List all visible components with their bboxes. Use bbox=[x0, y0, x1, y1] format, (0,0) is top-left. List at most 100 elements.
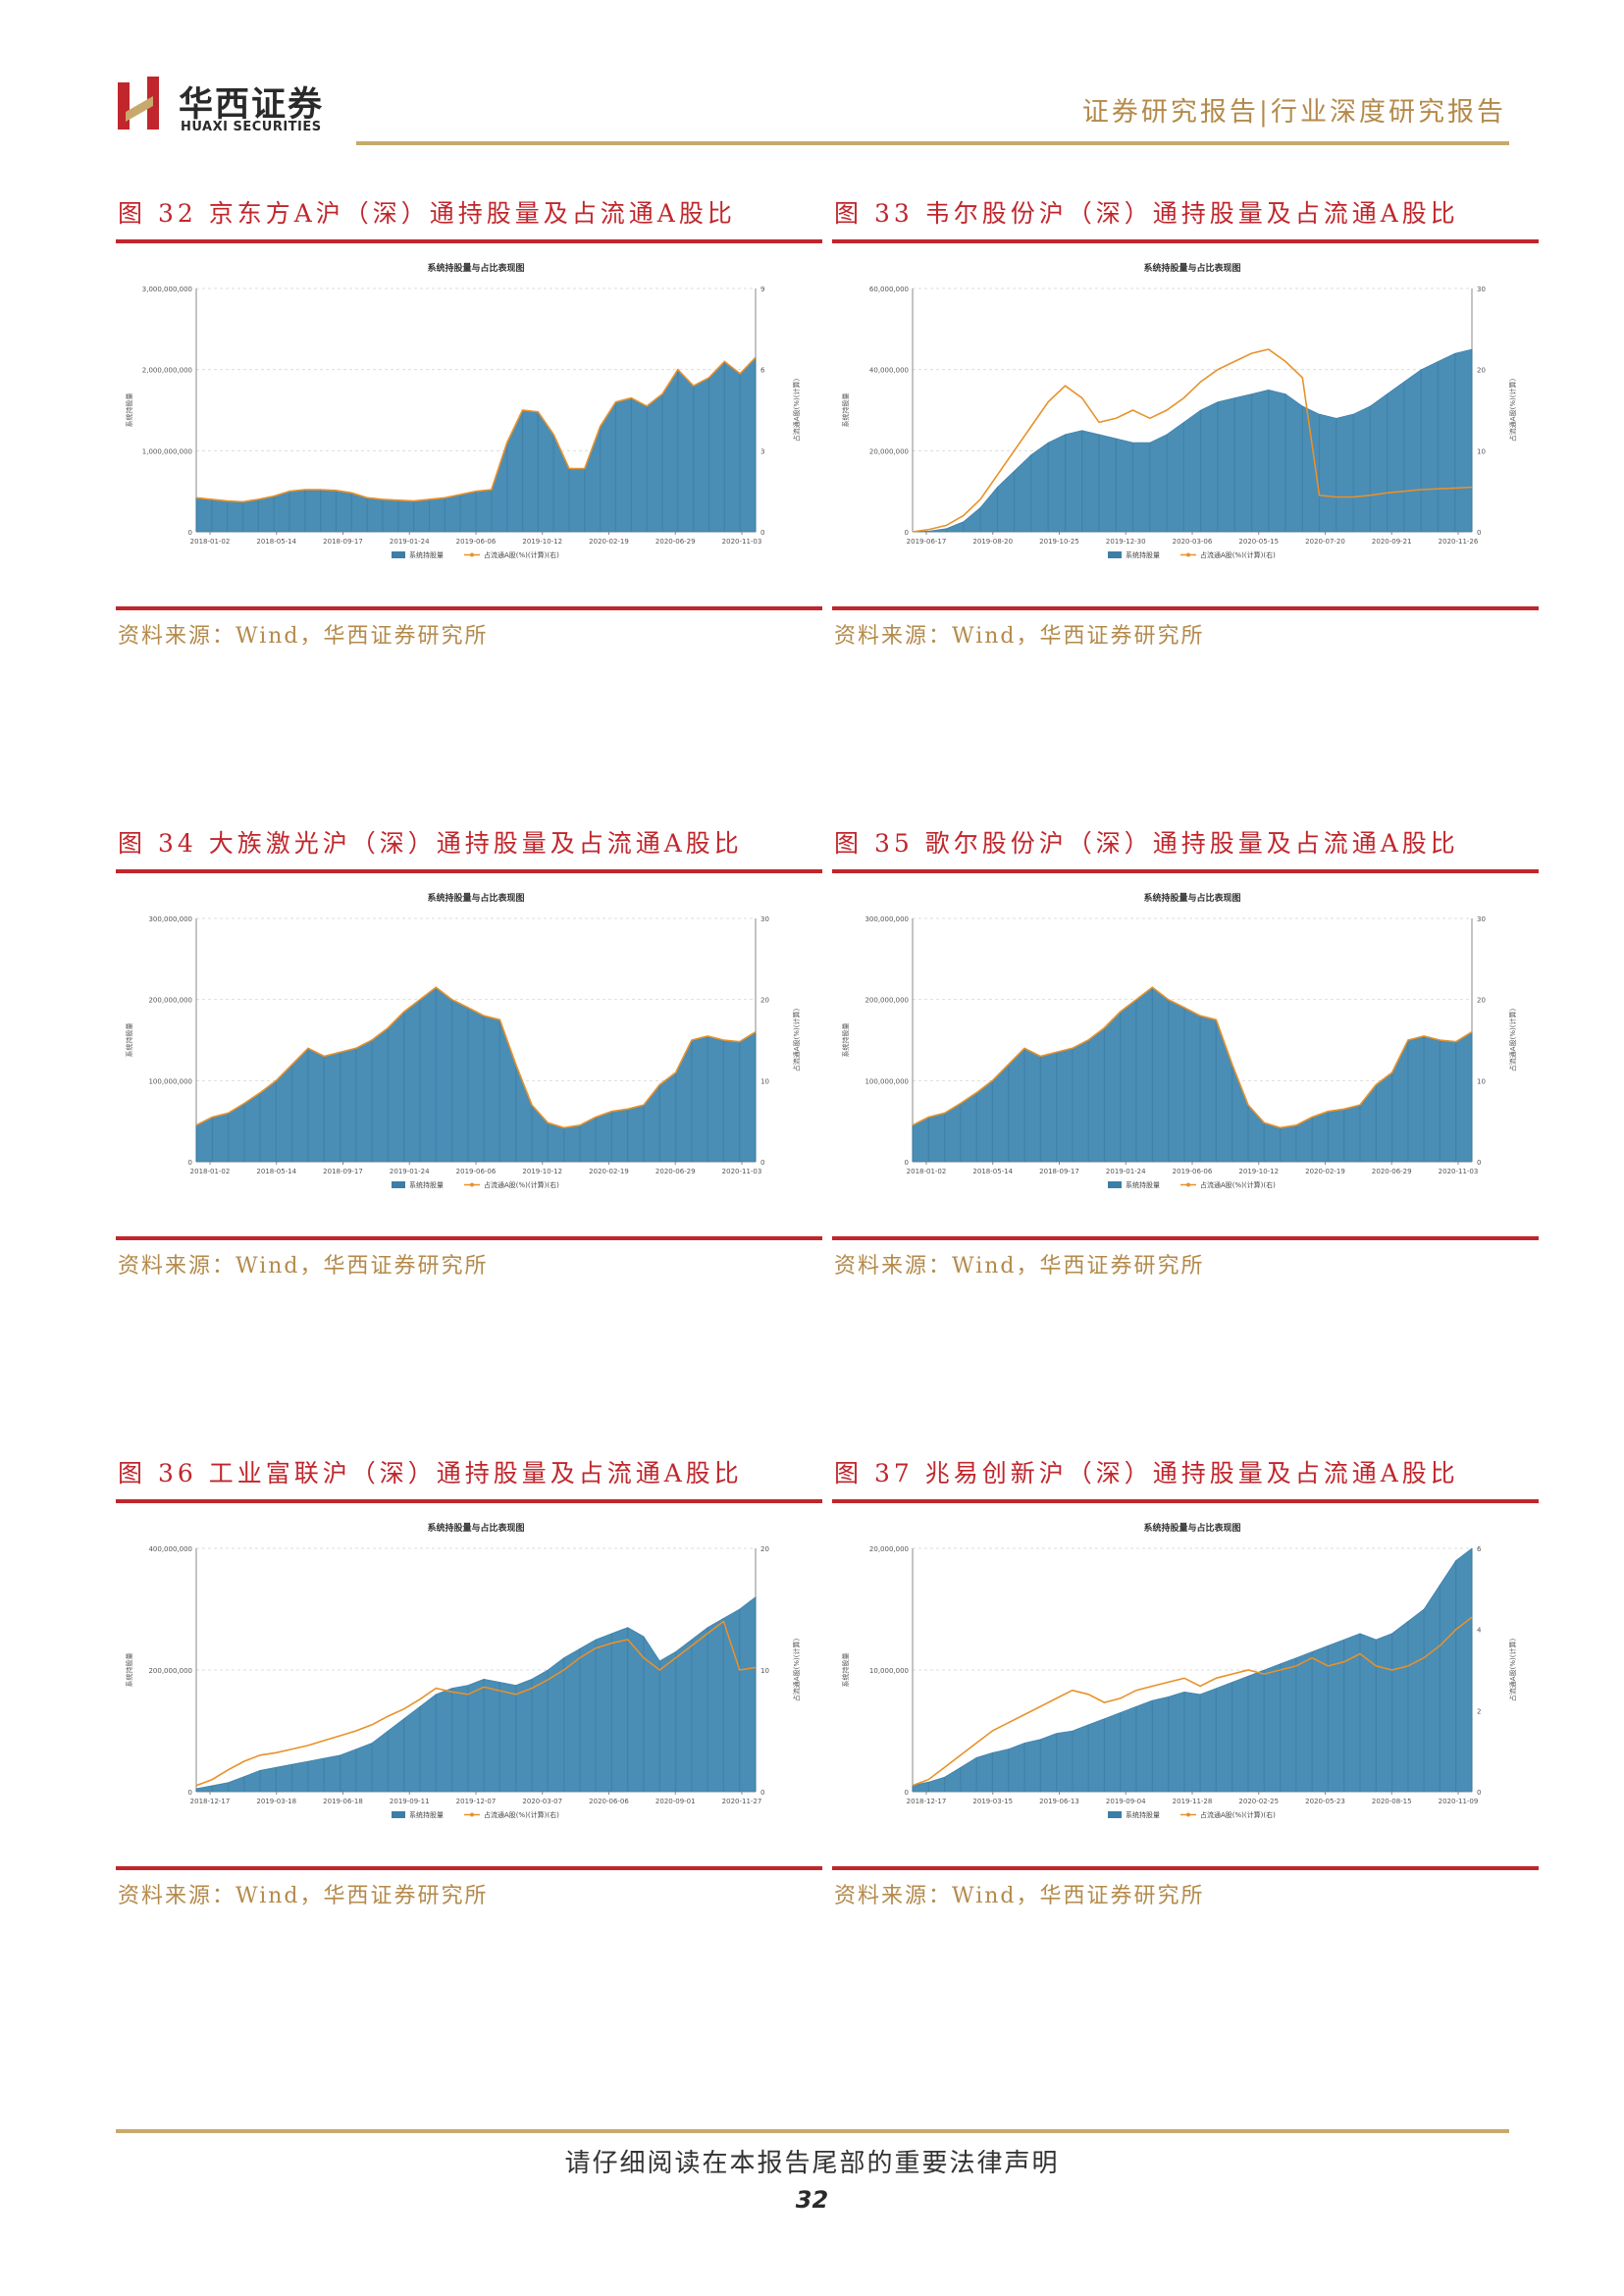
x-tick-label: 2019-06-06 bbox=[456, 1168, 497, 1175]
holding-bar bbox=[1295, 1124, 1297, 1162]
x-tick-label: 2019-10-25 bbox=[1039, 538, 1079, 546]
holding-bar bbox=[755, 357, 757, 532]
holding-bar bbox=[320, 490, 322, 532]
x-tick-label: 2019-06-17 bbox=[907, 538, 947, 546]
chart-svg: 系统持股量与占比表现图 0 20,000,000 40,000,000 60,000,0… bbox=[841, 262, 1517, 559]
holding-bar bbox=[1199, 1694, 1201, 1792]
holding-bar bbox=[515, 1685, 517, 1792]
holding-bar bbox=[273, 496, 275, 532]
x-tick-label: 2020-11-26 bbox=[1439, 538, 1479, 546]
holding-bar bbox=[1454, 353, 1456, 532]
holding-bar bbox=[323, 1056, 325, 1162]
holding-bar bbox=[1387, 393, 1388, 532]
holding-bar bbox=[707, 1035, 708, 1162]
holding-bar bbox=[610, 1111, 612, 1162]
x-tick-label: 2019-06-06 bbox=[1173, 1168, 1213, 1175]
holding-bar bbox=[241, 501, 244, 532]
y-right-tick-label: 0 bbox=[1477, 529, 1481, 537]
holding-bar-group bbox=[912, 987, 1473, 1162]
holding-bar bbox=[1182, 422, 1184, 532]
y-left-tick-label: 200,000,000 bbox=[148, 1667, 192, 1675]
holding-bar bbox=[275, 1080, 277, 1162]
y-left-tick-label: 400,000,000 bbox=[148, 1545, 192, 1553]
y-left-axis-title: 系统持股量 bbox=[841, 1653, 850, 1688]
holding-bar bbox=[1359, 1633, 1361, 1792]
figure-source: 资料来源：Wind，华西证券研究所 bbox=[834, 624, 1205, 649]
holding-chart: 系统持股量与占比表现图 0 200,000,000 400,000,000 0 10 20 系… bbox=[116, 1509, 822, 1862]
chart-title: 系统持股量与占比表现图 bbox=[427, 262, 524, 274]
holding-bar bbox=[579, 1648, 581, 1792]
figure-title: 图 35 歌尔股份沪（深）通持股量及占流通A股比 bbox=[834, 829, 1459, 858]
holding-bar bbox=[1166, 434, 1168, 532]
holding-bar bbox=[963, 521, 965, 532]
y-left-tick-label: 0 bbox=[188, 529, 192, 537]
x-tick-label: 2018-12-17 bbox=[907, 1798, 947, 1805]
holding-bar bbox=[912, 1785, 914, 1792]
holding-bar bbox=[371, 1040, 373, 1162]
legend-marker-ratio bbox=[470, 1182, 474, 1187]
holding-bar bbox=[291, 1064, 293, 1162]
holding-bar bbox=[1047, 443, 1049, 532]
holding-bar bbox=[1039, 1739, 1041, 1792]
x-tick-label: 2020-06-29 bbox=[655, 538, 696, 546]
legend-label-holding: 系统持股量 bbox=[1126, 550, 1160, 559]
x-tick-label: 2020-11-03 bbox=[722, 538, 762, 546]
chart-title: 系统持股量与占比表现图 bbox=[1143, 1522, 1240, 1534]
header-divider bbox=[356, 141, 1509, 145]
y-right-tick-label: 0 bbox=[760, 529, 764, 537]
holding-bar bbox=[1014, 471, 1016, 532]
holding-bar bbox=[563, 1127, 565, 1162]
holding-bar bbox=[646, 405, 648, 532]
holding-bar bbox=[1295, 1657, 1297, 1792]
holding-bar bbox=[1407, 1040, 1409, 1162]
holding-bar bbox=[227, 500, 229, 532]
holding-area-series bbox=[912, 1547, 1473, 1793]
holding-bar bbox=[195, 497, 197, 532]
holding-bar bbox=[1437, 361, 1440, 532]
holding-bar bbox=[323, 1757, 325, 1792]
chart-svg: 系统持股量与占比表现图 0 1,000,000,000 2,000,000,000 3,… bbox=[125, 262, 801, 559]
holding-bar bbox=[1343, 1640, 1345, 1792]
legend-swatch-holding bbox=[392, 1811, 405, 1818]
holding-bar bbox=[366, 497, 368, 532]
holding-bar bbox=[658, 1084, 660, 1162]
holding-bar bbox=[1439, 1040, 1441, 1162]
legend-label-holding: 系统持股量 bbox=[409, 550, 444, 559]
legend-swatch-holding bbox=[1108, 551, 1122, 558]
y-right-axis-title: 占流通A股(%)(计算) bbox=[792, 1009, 801, 1072]
figure-title: 图 37 兆易创新沪（深）通持股量及占流通A股比 bbox=[834, 1459, 1459, 1487]
legend-marker-ratio bbox=[470, 1812, 474, 1817]
holding-bar bbox=[483, 1016, 485, 1162]
holding-bar bbox=[723, 361, 725, 532]
holding-bar bbox=[475, 491, 477, 532]
holding-bar bbox=[945, 528, 948, 532]
x-tick-label: 2019-01-24 bbox=[390, 1168, 430, 1175]
holding-bar bbox=[979, 507, 981, 532]
holding-bar bbox=[195, 1124, 197, 1162]
x-tick-label: 2020-11-09 bbox=[1439, 1798, 1479, 1805]
legend-label-ratio: 占流通A股(%)(计算)(右) bbox=[484, 550, 559, 559]
holding-bar bbox=[1168, 1696, 1170, 1792]
y-right-tick-label: 30 bbox=[1477, 286, 1486, 293]
holding-area-series bbox=[912, 986, 1473, 1163]
holding-bar bbox=[1231, 1682, 1233, 1792]
legend-swatch-holding bbox=[1108, 1181, 1122, 1188]
holding-bar bbox=[1120, 1012, 1122, 1162]
holding-bar bbox=[643, 1636, 645, 1792]
holding-bar bbox=[1268, 390, 1270, 532]
holding-bar bbox=[1403, 382, 1405, 532]
holding-bar bbox=[451, 999, 453, 1162]
figure-36: 图 36 工业富联沪（深）通持股量及占流通A股比 系统持股量与占比表现图 0 200… bbox=[116, 1454, 822, 1964]
holding-bar bbox=[1056, 1052, 1058, 1162]
holding-bar bbox=[1455, 1041, 1457, 1162]
legend-label-ratio: 占流通A股(%)(计算)(右) bbox=[1200, 1810, 1276, 1819]
holding-bar bbox=[1115, 438, 1117, 532]
figure-title: 图 32 京东方A沪（深）通持股量及占流通A股比 bbox=[118, 199, 736, 228]
x-tick-label: 2019-06-06 bbox=[456, 538, 497, 546]
holding-bar bbox=[1149, 443, 1151, 532]
legend-label-ratio: 占流通A股(%)(计算)(右) bbox=[1200, 550, 1276, 559]
legend-label-ratio: 占流通A股(%)(计算)(右) bbox=[484, 1810, 559, 1819]
holding-chart: 系统持股量与占比表现图 0 100,000,000 200,000,000 300,00… bbox=[832, 879, 1539, 1232]
figure-rule-top bbox=[832, 1499, 1539, 1503]
y-right-axis-title: 占流通A股(%)(计算) bbox=[1508, 1639, 1517, 1702]
